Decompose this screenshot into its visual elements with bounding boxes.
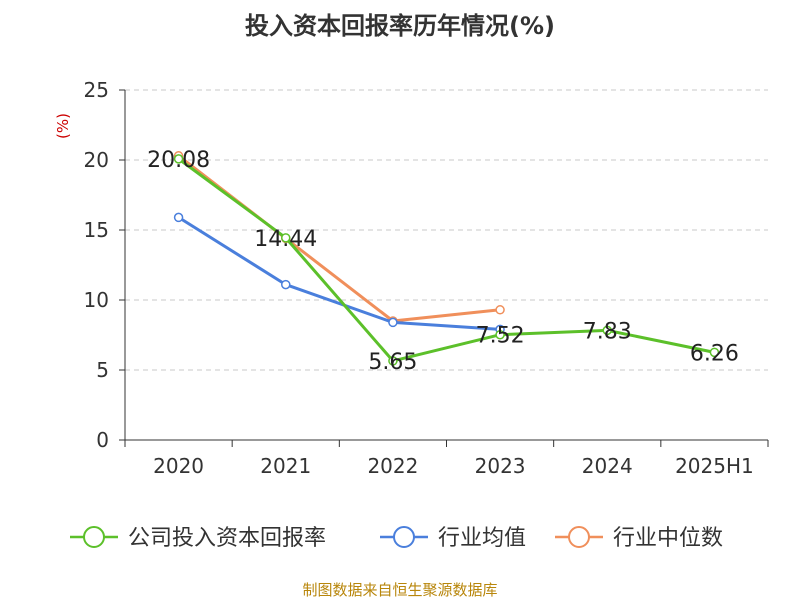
series-0 (173, 154, 720, 366)
data-label-1: 14.44 (254, 227, 317, 252)
x-tick-label-2024: 2024 (582, 454, 633, 478)
legend-label-2: 行业中位数 (613, 526, 723, 551)
series-1-point-2 (388, 317, 398, 328)
y-tick-label-20: 20 (84, 148, 109, 172)
y-tick-label-25: 25 (84, 78, 109, 102)
legend-item-2: 行业中位数 (555, 526, 723, 551)
x-tick-label-2023: 2023 (475, 454, 526, 478)
data-label-4: 7.83 (583, 319, 632, 344)
legend-item-0: 公司投入资本回报率 (70, 526, 326, 551)
legend: 公司投入资本回报率 行业均值 行业中位数 (70, 526, 723, 551)
source-note: 制图数据来自恒生聚源数据库 (302, 581, 497, 599)
legend-swatch-marker-1 (393, 526, 415, 548)
data-labels: 20.08 14.44 5.65 7.52 7.83 6.26 (147, 148, 739, 375)
legend-item-1: 行业均值 (380, 526, 526, 551)
series-0-point-0 (173, 154, 184, 164)
x-tick-label-2022: 2022 (367, 454, 418, 478)
x-tick-label-2025h1: 2025H1 (675, 454, 754, 478)
series-1-point-0 (173, 212, 184, 223)
legend-swatch-marker-0 (83, 526, 105, 548)
series-0-point-3 (495, 329, 505, 340)
x-tick-label-2021: 2021 (260, 454, 311, 478)
grid (125, 89, 768, 371)
y-axis-label: (%) (54, 113, 72, 139)
legend-swatch-marker-2 (568, 526, 590, 548)
series-1-line (177, 216, 501, 331)
x-tick-label-2020: 2020 (153, 454, 204, 478)
chart-title: 投入资本回报率历年情况(%) (245, 12, 555, 40)
series-0-point-1 (281, 233, 291, 243)
y-tick-label-0: 0 (96, 428, 109, 452)
legend-label-0: 公司投入资本回报率 (128, 526, 326, 551)
y-tick-label-5: 5 (96, 358, 109, 382)
data-label-5: 6.26 (690, 341, 739, 366)
data-label-0: 20.08 (147, 148, 210, 173)
axes: 0 5 10 15 20 25 2020 2021 2022 2023 2024 2025H1 (84, 78, 769, 478)
y-tick-label-15: 15 (84, 218, 109, 242)
series-0-point-4 (602, 325, 612, 336)
series-2-line (177, 154, 501, 323)
series-0-point-5 (709, 347, 720, 358)
legend-label-1: 行业均值 (438, 526, 526, 551)
series-2-point-3 (495, 305, 505, 315)
data-label-3: 7.52 (476, 324, 525, 349)
series-1-point-1 (281, 279, 291, 290)
series-0-line (177, 157, 715, 363)
series-0-point-2 (388, 356, 398, 366)
data-label-2: 5.65 (368, 350, 417, 375)
series-layer (173, 151, 720, 366)
y-tick-label-10: 10 (84, 288, 109, 312)
